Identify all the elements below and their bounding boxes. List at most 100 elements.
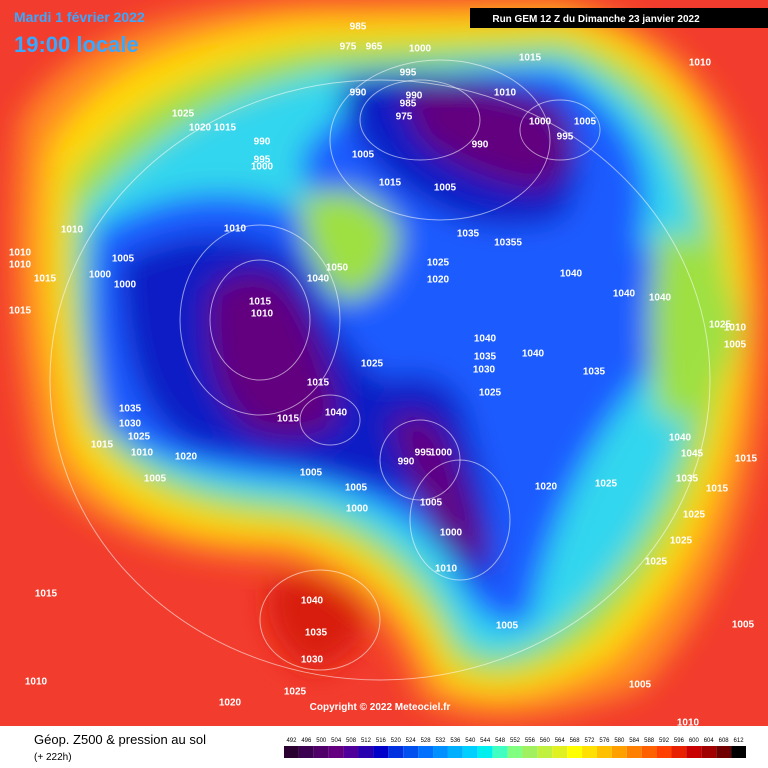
scale-label: 592	[659, 738, 670, 744]
scale-swatch	[403, 746, 419, 758]
isobar-label: 1025	[645, 557, 668, 568]
scale-label: 532	[435, 738, 446, 744]
run-info: Run GEM 12 Z du Dimanche 23 janvier 2022	[492, 14, 700, 25]
isobar-label: 1010	[131, 448, 154, 459]
isobar-label: 1010	[677, 718, 700, 729]
isobar-label: 1040	[613, 289, 636, 300]
isobar-label: 1040	[325, 408, 348, 419]
isobar-label: 1010	[251, 309, 274, 320]
isobar-label: 1035	[676, 474, 699, 485]
scale-swatch	[462, 746, 478, 758]
isobar-label: 1025	[683, 510, 706, 521]
scale-swatch	[716, 746, 732, 758]
isobar-label: 1045	[681, 449, 704, 460]
isobar-label: 990	[350, 88, 367, 99]
scale-label: 552	[510, 738, 521, 744]
scale-label: 608	[719, 738, 730, 744]
scale-swatch	[596, 746, 612, 758]
scale-label: 520	[391, 738, 402, 744]
isobar-label: 1000	[409, 44, 432, 55]
footer-title: Géop. Z500 & pression au sol	[34, 732, 206, 747]
isobar-label: 1040	[307, 274, 330, 285]
isobar-label: 1015	[249, 297, 272, 308]
scale-swatch	[313, 746, 329, 758]
isobar-label: 1035	[457, 229, 480, 240]
scale-label: 548	[495, 738, 506, 744]
scale-label: 500	[316, 738, 327, 744]
scale-swatch	[343, 746, 359, 758]
scale-label: 584	[629, 738, 640, 744]
isobar-label: 1025	[427, 258, 450, 269]
scale-swatch	[567, 746, 583, 758]
isobar-label: 990	[472, 140, 489, 151]
isobar-label: 1010	[9, 248, 32, 259]
scale-swatch	[492, 746, 508, 758]
isobar-label: 1035	[583, 367, 606, 378]
isobar-label: 1040	[301, 596, 324, 607]
scale-label: 512	[361, 738, 372, 744]
scale-swatch	[477, 746, 493, 758]
isobar-label: 1025	[172, 109, 195, 120]
scale-swatch	[388, 746, 404, 758]
isobar-label: 1020	[535, 482, 558, 493]
scale-swatch	[358, 746, 374, 758]
isobar-label: 1015	[91, 440, 114, 451]
isobar-label: 1015	[35, 589, 58, 600]
scale-swatch	[298, 746, 314, 758]
isobar-label: 1005	[629, 680, 652, 691]
scale-label: 568	[570, 738, 581, 744]
scale-label: 492	[286, 738, 297, 744]
isobar-label: 995	[415, 448, 432, 459]
isobar-label: 985	[400, 99, 417, 110]
isobar-label: 1010	[61, 225, 84, 236]
isobar-label: 1005	[112, 254, 135, 265]
isobar-label: 1000	[430, 448, 453, 459]
scale-label: 528	[421, 738, 432, 744]
isobar-label: 1000	[251, 162, 274, 173]
scale-swatch	[433, 746, 448, 758]
isobar-label: 1015	[9, 306, 32, 317]
scale-swatch	[731, 746, 746, 758]
isobar-label: 1015	[706, 484, 729, 495]
scale-swatch	[626, 746, 642, 758]
isobar-label: 1040	[649, 293, 672, 304]
isobar-label: 1040	[560, 269, 583, 280]
scale-swatch	[611, 746, 627, 758]
isobar-label: 1025	[479, 388, 502, 399]
isobar-label: 1030	[119, 419, 142, 430]
isobar-label: 1005	[574, 117, 597, 128]
scale-label: 504	[331, 738, 342, 744]
isobar-label: 1025	[284, 687, 307, 698]
isobar-label: 990	[406, 91, 423, 102]
isobar-label: 985	[350, 22, 367, 33]
scale-swatch	[447, 746, 463, 758]
isobar-label: 1005	[352, 150, 375, 161]
scale-swatch	[418, 746, 434, 758]
isobar-label: 1005	[144, 474, 167, 485]
copyright: Copyright © 2022 Meteociel.fr	[310, 702, 451, 713]
local-time: 19:00 locale	[14, 32, 139, 57]
isobar-label: 1005	[496, 621, 519, 632]
isobar-label: 1005	[732, 620, 755, 631]
date: Mardi 1 février 2022	[14, 9, 145, 25]
scale-label: 600	[689, 738, 700, 744]
isobar-label: 1050	[326, 263, 349, 274]
isobar-label: 1005	[345, 483, 368, 494]
isobar-label: 1010	[435, 564, 458, 575]
isobars	[49, 59, 711, 681]
isobar-label: 990	[398, 457, 415, 468]
isobar-label: 1000	[89, 270, 112, 281]
isobar-label: 1025	[361, 359, 384, 370]
isobar-label: 1010	[494, 88, 517, 99]
isobar-label: 1000	[346, 504, 369, 515]
isobar-label: 1040	[669, 433, 692, 444]
isobar-label: 1015	[379, 178, 402, 189]
isobar-label: 1040	[474, 334, 497, 345]
isobar-label: 1005	[420, 498, 443, 509]
scale-swatch	[537, 746, 553, 758]
isobar-label: 1000	[440, 528, 463, 539]
scale-label: 588	[644, 738, 655, 744]
scale-label: 564	[555, 738, 566, 744]
isobar-label: 1005	[300, 468, 323, 479]
